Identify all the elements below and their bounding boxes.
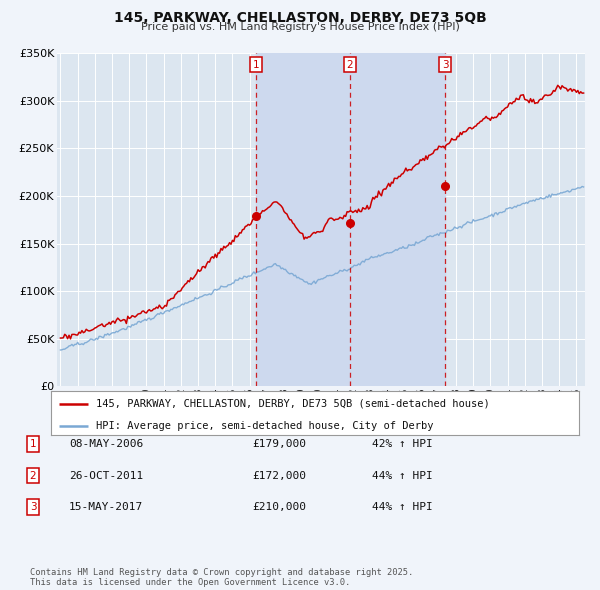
Text: Price paid vs. HM Land Registry's House Price Index (HPI): Price paid vs. HM Land Registry's House … xyxy=(140,22,460,32)
Text: 26-OCT-2011: 26-OCT-2011 xyxy=(69,471,143,480)
Text: 3: 3 xyxy=(29,503,37,512)
Text: 44% ↑ HPI: 44% ↑ HPI xyxy=(372,471,433,480)
Text: Contains HM Land Registry data © Crown copyright and database right 2025.
This d: Contains HM Land Registry data © Crown c… xyxy=(30,568,413,587)
Text: £172,000: £172,000 xyxy=(252,471,306,480)
Text: 2: 2 xyxy=(29,471,37,480)
Text: 08-MAY-2006: 08-MAY-2006 xyxy=(69,439,143,448)
Text: 3: 3 xyxy=(442,60,448,70)
Text: HPI: Average price, semi-detached house, City of Derby: HPI: Average price, semi-detached house,… xyxy=(96,421,433,431)
Text: 145, PARKWAY, CHELLASTON, DERBY, DE73 5QB (semi-detached house): 145, PARKWAY, CHELLASTON, DERBY, DE73 5Q… xyxy=(96,399,490,408)
Text: 42% ↑ HPI: 42% ↑ HPI xyxy=(372,439,433,448)
Text: £179,000: £179,000 xyxy=(252,439,306,448)
Text: £210,000: £210,000 xyxy=(252,503,306,512)
Text: 145, PARKWAY, CHELLASTON, DERBY, DE73 5QB: 145, PARKWAY, CHELLASTON, DERBY, DE73 5Q… xyxy=(113,11,487,25)
Text: 15-MAY-2017: 15-MAY-2017 xyxy=(69,503,143,512)
Bar xyxy=(256,53,445,386)
Text: 1: 1 xyxy=(253,60,259,70)
Text: 1: 1 xyxy=(29,439,37,448)
Text: 44% ↑ HPI: 44% ↑ HPI xyxy=(372,503,433,512)
Text: 2: 2 xyxy=(346,60,353,70)
